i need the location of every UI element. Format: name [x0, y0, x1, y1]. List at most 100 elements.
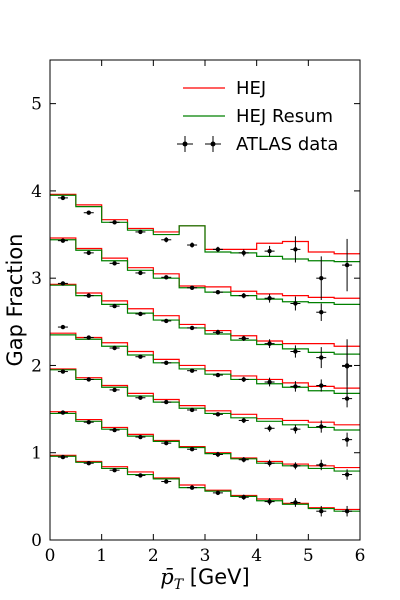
- data-point: [60, 369, 66, 374]
- data-group-2: [57, 410, 353, 480]
- y-tick-label: 1: [31, 444, 42, 464]
- data-point: [319, 275, 324, 281]
- data-point: [189, 368, 195, 373]
- y-tick-label: 0: [31, 531, 42, 551]
- data-point: [319, 424, 324, 429]
- legend-label-data: ATLAS data: [236, 134, 338, 155]
- data-point: [241, 495, 246, 500]
- x-axis-label-unit: [GeV]: [183, 565, 250, 589]
- data-point: [293, 463, 298, 469]
- resum-histogram-5: [50, 284, 360, 355]
- x-tick-label: 1: [96, 546, 107, 566]
- data-point: [86, 250, 91, 256]
- x-tick-label: 6: [355, 546, 366, 566]
- data-point: [215, 289, 221, 295]
- data-point: [86, 293, 91, 298]
- data-group-3: [57, 369, 353, 447]
- data-point: [60, 410, 66, 415]
- data-point: [241, 418, 246, 423]
- data-point: [241, 457, 246, 462]
- data-point: [138, 473, 143, 478]
- data-point: [86, 335, 91, 340]
- resum-histogram-4: [50, 334, 360, 394]
- data-point: [293, 301, 298, 306]
- data-point: [164, 318, 169, 324]
- data-point: [138, 395, 143, 400]
- y-tick-label: 3: [31, 269, 42, 289]
- x-tick-label: 5: [303, 546, 314, 566]
- y-tick-label: 5: [31, 95, 42, 115]
- resum-histogram-7: [50, 194, 360, 263]
- legend-label-resum: HEJ Resum: [236, 106, 333, 127]
- y-tick-label: 4: [31, 182, 42, 202]
- data-point: [164, 399, 169, 405]
- data-point: [189, 242, 195, 248]
- data-point: [215, 490, 221, 496]
- data-point: [138, 354, 143, 359]
- data-point: [164, 479, 169, 484]
- data-group-4: [57, 324, 353, 408]
- data-point: [267, 248, 272, 254]
- data-point: [215, 372, 221, 378]
- data-point: [60, 324, 66, 330]
- data-point: [293, 500, 298, 505]
- data-point: [241, 377, 246, 382]
- data-point: [241, 293, 246, 298]
- legend-marker-point: [210, 141, 216, 147]
- data-point: [319, 383, 324, 388]
- hej-histogram-1: [50, 454, 360, 511]
- chart-marks: [50, 193, 360, 517]
- legend-label-hej: HEJ: [236, 78, 266, 99]
- data-point: [112, 427, 117, 433]
- x-tick-label: 4: [251, 546, 262, 566]
- data-point: [344, 472, 350, 477]
- data-point: [60, 281, 66, 286]
- data-point: [267, 426, 272, 431]
- resum-histogram-2: [50, 412, 360, 472]
- data-point: [267, 296, 272, 301]
- data-point: [241, 250, 246, 256]
- data-point: [164, 360, 169, 366]
- hej-histogram-3: [50, 368, 360, 426]
- data-point: [215, 330, 221, 335]
- data-point: [112, 345, 117, 351]
- data-point: [293, 247, 298, 252]
- data-point: [215, 247, 221, 252]
- resum-histogram-3: [50, 369, 360, 431]
- data-point: [112, 261, 117, 266]
- data-point: [293, 426, 298, 432]
- data-group-7: [57, 195, 353, 300]
- data-point: [189, 485, 195, 490]
- data-point: [86, 419, 91, 425]
- data-point: [344, 396, 350, 401]
- data-point: [267, 461, 272, 466]
- data-point: [189, 447, 195, 452]
- data-point: [138, 229, 143, 235]
- data-point: [267, 341, 272, 346]
- data-group-5: [57, 281, 353, 386]
- data-point: [241, 336, 246, 341]
- data-point: [267, 379, 272, 385]
- data-point: [215, 452, 221, 457]
- data-point: [293, 349, 298, 354]
- data-point: [86, 377, 91, 382]
- x-tick-label: 2: [148, 546, 159, 566]
- data-point: [189, 285, 195, 290]
- data-point: [215, 412, 221, 417]
- data-point: [267, 499, 272, 504]
- data-point: [164, 440, 169, 446]
- data-point: [60, 195, 66, 201]
- axis-ticks: 0 1 2 3 4 5 6 0 1 2 3 4 5: [31, 60, 365, 566]
- data-point: [344, 509, 350, 514]
- data-point: [344, 363, 350, 368]
- legend-marker-point: [182, 141, 188, 147]
- data-point: [293, 384, 298, 389]
- x-axis-label: p̄T [GeV]: [160, 565, 249, 593]
- y-axis-label: Gap Fraction: [3, 234, 27, 367]
- data-point: [164, 237, 169, 242]
- data-point: [112, 220, 117, 225]
- y-tick-label: 2: [31, 356, 42, 376]
- data-point: [86, 461, 91, 466]
- data-point: [138, 270, 143, 276]
